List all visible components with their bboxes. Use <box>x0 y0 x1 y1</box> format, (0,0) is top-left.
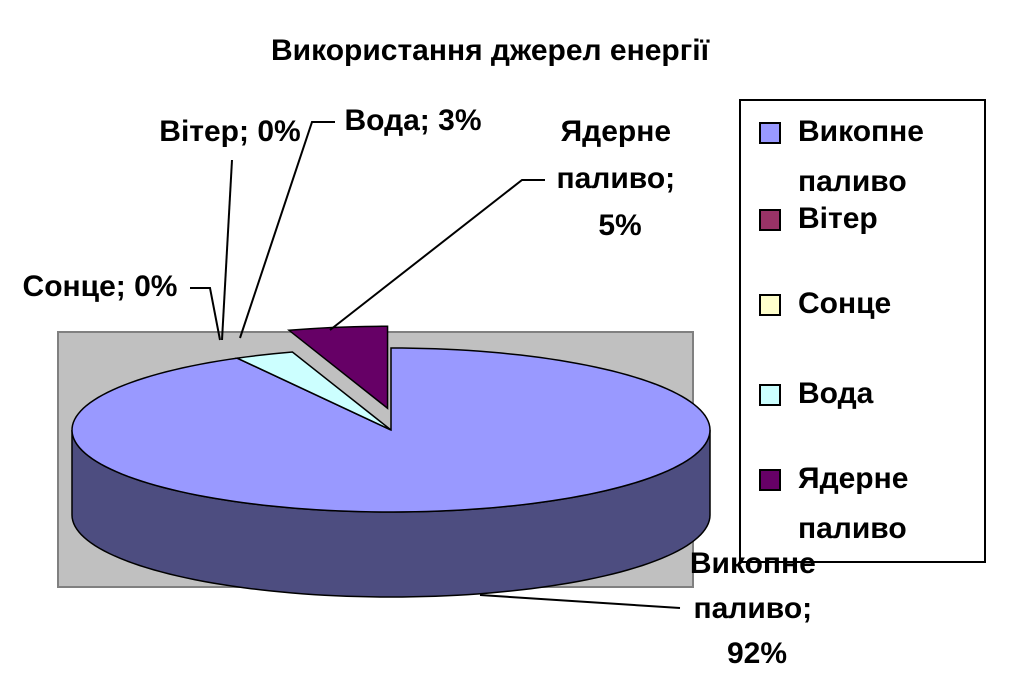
leader-line <box>239 121 335 339</box>
legend-label: Сонце <box>798 287 891 320</box>
data-label: Вода; 3% <box>344 104 481 137</box>
legend-label: Вода <box>798 377 874 410</box>
leader-line <box>190 287 221 341</box>
legend-label: Ядерне паливо <box>798 462 917 545</box>
chart-title: Використання джерел енергії <box>271 34 710 67</box>
slice <box>287 325 389 410</box>
legend-swatch <box>759 209 781 231</box>
data-label: Сонце; 0% <box>23 270 178 303</box>
data-label: Вітер; 0% <box>159 115 300 148</box>
legend-label: Викопне паливо <box>798 115 932 198</box>
legend-swatch <box>759 384 781 406</box>
data-label: Ядерне паливо; 5% <box>556 115 683 242</box>
legend-swatch <box>759 294 781 316</box>
legend-swatch <box>759 469 781 491</box>
pie <box>71 325 711 598</box>
leader-line <box>479 594 681 609</box>
legend-swatch <box>759 122 781 144</box>
slice <box>234 351 392 431</box>
legend-label: Вітер <box>798 202 878 235</box>
leader-line <box>221 159 233 341</box>
data-label: Викопне паливо; 92% <box>690 547 824 670</box>
leader-line <box>329 179 545 331</box>
